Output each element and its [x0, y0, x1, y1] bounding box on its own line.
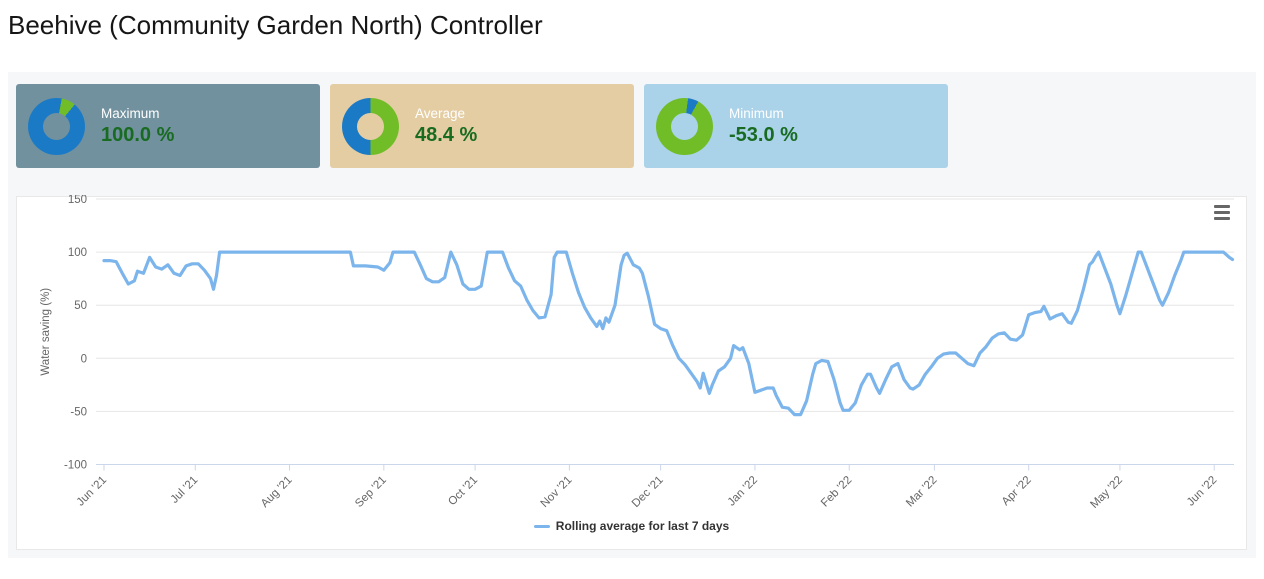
line-chart-plot: 150 100 50 0 -50 -100 Jun '21 Jul '21 Aug '21 Sep… — [40, 195, 1235, 511]
stat-card-value: 100.0 % — [101, 123, 175, 146]
x-axis-tick-label: May '22 — [1088, 474, 1125, 511]
water-saving-chart-panel: 150 100 50 0 -50 -100 Jun '21 Jul '21 Aug '21 Sep… — [16, 195, 1247, 550]
stat-card-label: Maximum — [101, 105, 160, 121]
x-axis-tick-label: Nov '21 — [539, 474, 575, 510]
donut-chart-icon — [342, 97, 399, 155]
y-axis-tick-label: 50 — [74, 300, 87, 312]
stat-card-label: Minimum — [729, 105, 784, 121]
stat-card-maximum: Maximum 100.0 % — [16, 84, 320, 168]
x-axis-tick-label: Aug '21 — [259, 474, 295, 510]
y-axis-tick-label: 0 — [81, 353, 87, 365]
y-axis-tick-label: 150 — [68, 195, 87, 206]
series-line-rolling-average — [102, 250, 1235, 417]
x-axis-tick-label: Oct '21 — [446, 474, 480, 508]
x-axis-tick-label: Sep '21 — [353, 474, 389, 510]
x-axis-tick-label: Dec '21 — [630, 474, 666, 510]
page-title: Beehive (Community Garden North) Control… — [8, 10, 543, 40]
x-axis-tick-label: Feb '22 — [819, 474, 854, 509]
stat-card-average: Average 48.4 % — [330, 84, 634, 168]
y-axis-title: Water saving (%) — [40, 288, 52, 376]
hamburger-icon[interactable] — [1210, 201, 1234, 223]
stat-card-value: 48.4 % — [415, 123, 478, 146]
stat-cards-row: Maximum 100.0 % Average 48.4 % Minimum -… — [16, 84, 948, 168]
legend-line-swatch — [533, 524, 550, 528]
stat-card-minimum: Minimum -53.0 % — [644, 84, 948, 168]
x-axis-tick-label: Jun '21 — [75, 474, 109, 508]
x-axis-tick-label: Mar '22 — [904, 474, 939, 509]
legend-label: Rolling average for last 7 days — [555, 519, 730, 533]
stat-card-label: Average — [415, 105, 466, 121]
stat-card-value: -53.0 % — [729, 123, 798, 146]
donut-chart-icon — [656, 97, 713, 155]
x-axis-tick-label: Jun '22 — [1185, 474, 1219, 508]
y-axis-tick-label: -100 — [64, 460, 87, 472]
x-axis-tick-label: Jan '22 — [726, 474, 760, 508]
chart-legend-item[interactable]: Rolling average for last 7 days — [17, 519, 1246, 533]
y-axis-tick-label: 100 — [68, 247, 87, 259]
dashboard-section: Maximum 100.0 % Average 48.4 % Minimum -… — [8, 72, 1256, 558]
donut-chart-icon — [28, 97, 85, 155]
x-axis-tick-label: Jul '21 — [169, 474, 201, 506]
x-axis-tick-label: Apr '22 — [1000, 474, 1034, 508]
y-axis-tick-label: -50 — [70, 406, 87, 418]
